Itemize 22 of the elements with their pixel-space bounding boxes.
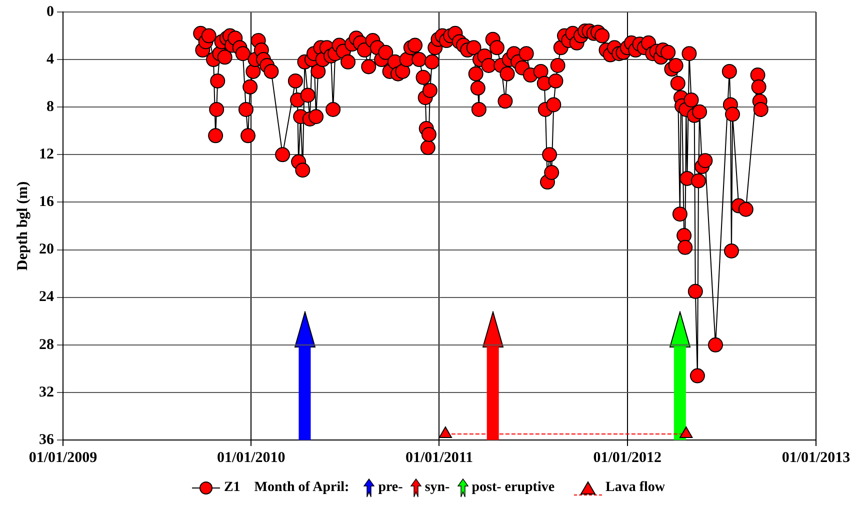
y-tick-label: 24 bbox=[39, 289, 54, 306]
y-tick-label: 12 bbox=[39, 146, 54, 163]
legend-title: Month of April: bbox=[254, 480, 350, 496]
y-axis-title: Depth bgl (m) bbox=[14, 181, 31, 271]
legend-label: Lava flow bbox=[606, 480, 666, 496]
x-tick-label: 01/01/2011 bbox=[405, 450, 473, 466]
y-tick-label: 32 bbox=[39, 384, 54, 400]
legend-label: pre- bbox=[378, 480, 403, 496]
x-tick-label: 01/01/2012 bbox=[593, 450, 662, 466]
legend-label: Z1 bbox=[224, 480, 240, 496]
y-tick-label: 36 bbox=[39, 432, 54, 448]
x-tick-label: 01/01/2009 bbox=[28, 450, 98, 466]
x-tick-label: 01/01/2013 bbox=[782, 450, 850, 466]
legend-label: post- eruptive bbox=[472, 480, 555, 496]
y-tick-label: 4 bbox=[46, 51, 54, 68]
x-tick-label: 01/01/2010 bbox=[216, 450, 286, 466]
y-tick-label: 8 bbox=[46, 98, 54, 115]
y-tick-label: 20 bbox=[39, 242, 54, 258]
y-tick-label: 16 bbox=[39, 194, 54, 210]
y-tick-label: 0 bbox=[46, 4, 54, 20]
y-tick-label: 28 bbox=[39, 336, 54, 353]
legend-label: syn- bbox=[424, 480, 450, 496]
